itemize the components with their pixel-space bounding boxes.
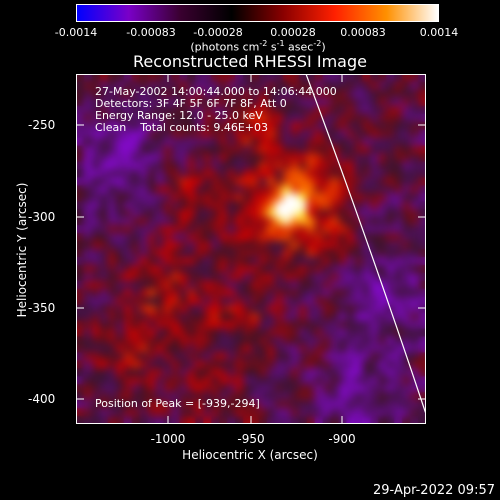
image-title: Reconstructed RHESSI Image: [133, 52, 367, 71]
solar-limb: [305, 74, 426, 415]
colorbar: [76, 4, 439, 22]
info-line: Clean Total counts: 9.46E+03: [95, 121, 269, 134]
units-exponent: -2: [313, 39, 322, 48]
rhessi-image: [76, 74, 426, 424]
colorbar-tick-label: 0.00028: [270, 26, 316, 39]
units-exponent: -2: [259, 39, 268, 48]
y-tick-label: -250: [28, 118, 56, 132]
x-tick-label: -1000: [150, 432, 186, 446]
info-line: Energy Range: 12.0 - 25.0 keV: [95, 109, 263, 122]
x-tick-label: -950: [237, 432, 265, 446]
units-exponent: -1: [276, 39, 285, 48]
plot-overlay: [76, 74, 426, 424]
colorbar-tick-label: -0.00028: [193, 26, 243, 39]
y-ticks: [76, 124, 426, 400]
info-line: Detectors: 3F 4F 5F 6F 7F 8F, Att 0: [95, 97, 287, 110]
x-ticks: [167, 74, 343, 424]
peak-position-label: Position of Peak = [-939,-294]: [95, 397, 260, 410]
y-tick-label: -300: [28, 210, 56, 224]
colorbar-tick-label: 0.0014: [419, 26, 459, 39]
colorbar-tick-label: 0.00083: [340, 26, 386, 39]
colorbar-tick-label: -0.0014: [54, 26, 98, 39]
units-text: asec: [284, 40, 314, 54]
info-line: 27-May-2002 14:00:44.000 to 14:06:44.000: [95, 85, 337, 98]
image-plot: [76, 74, 426, 424]
y-tick-label: -400: [28, 392, 56, 406]
units-text: s: [267, 40, 277, 54]
observation-info: 27-May-2002 14:00:44.000 to 14:06:44.000…: [95, 86, 337, 134]
x-axis-label: Heliocentric X (arcsec): [182, 448, 318, 462]
units-text: ): [321, 40, 326, 54]
colorbar-tick-label: -0.00083: [126, 26, 176, 39]
y-tick-label: -350: [28, 301, 56, 315]
colorbar-units: (photons cm-2 s-1 asec-2): [190, 39, 325, 54]
units-text: (photons cm: [190, 40, 260, 54]
timestamp: 29-Apr-2022 09:57: [373, 483, 495, 498]
x-tick-label: -900: [328, 432, 356, 446]
y-axis-label: Heliocentric Y (arcsec): [15, 182, 29, 318]
